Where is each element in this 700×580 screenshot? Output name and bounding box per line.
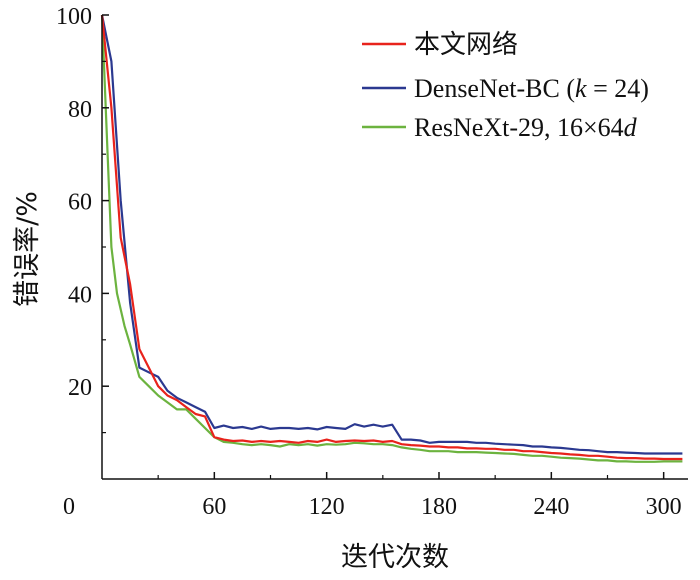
y-axis-title: 错误率/% bbox=[12, 191, 43, 307]
legend: 本文网络 DenseNet-BC (k = 24) ResNeXt-29, 16… bbox=[362, 30, 649, 142]
y-tick-label: 100 bbox=[56, 4, 92, 30]
x-tick-label: 240 bbox=[533, 494, 569, 520]
series-line-2 bbox=[100, 14, 683, 455]
series-line-3 bbox=[100, 14, 683, 463]
x-tick-label: 180 bbox=[421, 494, 457, 520]
x-tick-label: 300 bbox=[646, 494, 682, 520]
x-axis-title: 迭代次数 bbox=[341, 542, 449, 573]
x-tick-label: 60 bbox=[202, 494, 226, 520]
legend-label-3: ResNeXt-29, 16×64d bbox=[414, 113, 638, 142]
legend-label-2: DenseNet-BC (k = 24) bbox=[414, 74, 649, 103]
legend-item-1: 本文网络 bbox=[362, 30, 518, 59]
y-tick-label: 60 bbox=[68, 190, 92, 216]
origin-tick-label: 0 bbox=[63, 494, 75, 520]
y-tick-label: 80 bbox=[68, 97, 92, 123]
legend-label-1: 本文网络 bbox=[414, 30, 518, 59]
series-line-1 bbox=[100, 14, 683, 461]
legend-item-3: ResNeXt-29, 16×64d bbox=[362, 113, 638, 142]
x-tick-label: 120 bbox=[309, 494, 345, 520]
y-tick-label: 20 bbox=[68, 375, 92, 401]
legend-item-2: DenseNet-BC (k = 24) bbox=[362, 74, 649, 103]
y-tick-label: 40 bbox=[68, 282, 92, 308]
series-layer bbox=[100, 14, 683, 463]
ticks-layer: 20 40 60 80 100 60 120 180 240 300 bbox=[56, 4, 682, 520]
